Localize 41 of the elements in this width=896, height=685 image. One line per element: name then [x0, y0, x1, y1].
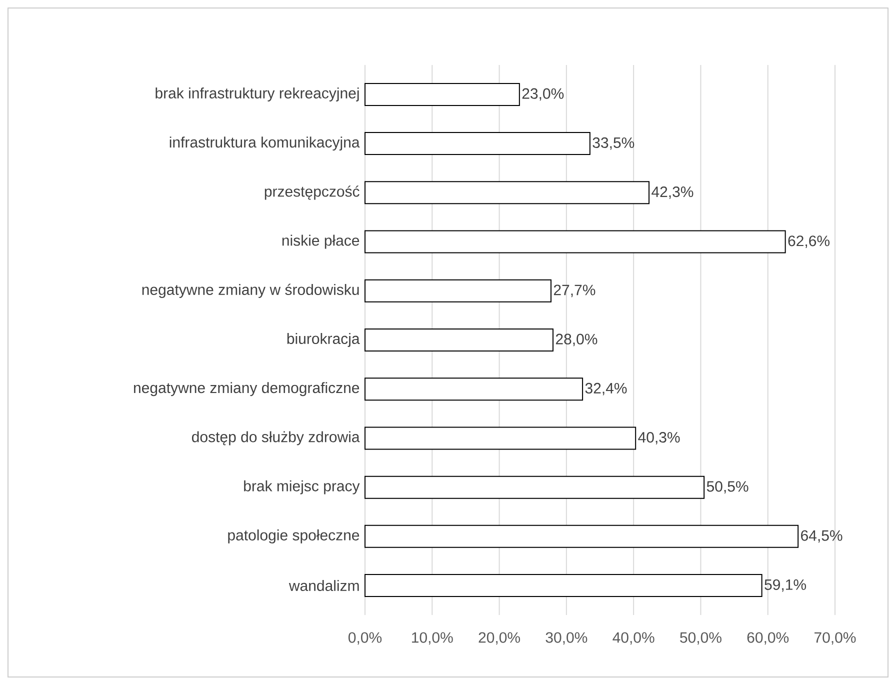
bar	[364, 230, 786, 254]
x-tick-label: 50,0%	[680, 632, 722, 645]
x-tick-label: 0,0%	[348, 632, 382, 645]
x-tick-label: 30,0%	[546, 632, 588, 645]
data-label: 59,1%	[764, 579, 806, 592]
y-tick-label: brak infrastruktury rekreacyjnej	[156, 87, 359, 102]
bar	[364, 328, 554, 352]
x-tick-label: 40,0%	[612, 632, 654, 645]
x-tick-label: 10,0%	[412, 632, 453, 645]
data-label: 42,3%	[652, 186, 694, 199]
data-label: 40,3%	[638, 432, 680, 444]
y-tick-label: brak miejsc pracy	[244, 480, 360, 494]
bar	[364, 82, 520, 106]
x-tick-label: 60,0%	[747, 632, 789, 645]
data-label: 62,6%	[788, 236, 830, 248]
bar	[364, 524, 799, 548]
bar	[364, 132, 590, 156]
x-tick-label: 20,0%	[478, 632, 520, 645]
y-tick-label: dostęp do służby zdrowia	[192, 431, 360, 446]
bar	[364, 181, 650, 204]
y-tick-label: biurokracja	[287, 333, 360, 347]
y-tick-label: przestępczość	[264, 186, 360, 200]
x-tick-label: 70,0%	[814, 632, 856, 645]
bar	[364, 279, 552, 302]
data-label: 27,7%	[554, 284, 596, 298]
data-label: 23,0%	[522, 88, 564, 101]
data-label: 33,5%	[592, 137, 634, 150]
bar	[364, 476, 705, 499]
bar	[364, 378, 584, 401]
y-tick-label: wandalizm	[288, 580, 359, 592]
data-label: 28,0%	[556, 334, 598, 346]
y-tick-label: patologie społeczne	[228, 529, 360, 544]
y-tick-label: infrastruktura komunikacyjna	[170, 136, 360, 151]
bar	[364, 426, 636, 450]
y-tick-label: negatywne zmiany w środowisku	[142, 284, 359, 298]
y-tick-label: negatywne zmiany demograficzne	[134, 382, 360, 396]
data-label: 32,4%	[585, 382, 627, 396]
data-label: 64,5%	[801, 530, 842, 543]
bar	[364, 574, 762, 598]
data-label: 50,5%	[706, 481, 748, 494]
y-tick-label: niskie płace	[282, 234, 360, 249]
